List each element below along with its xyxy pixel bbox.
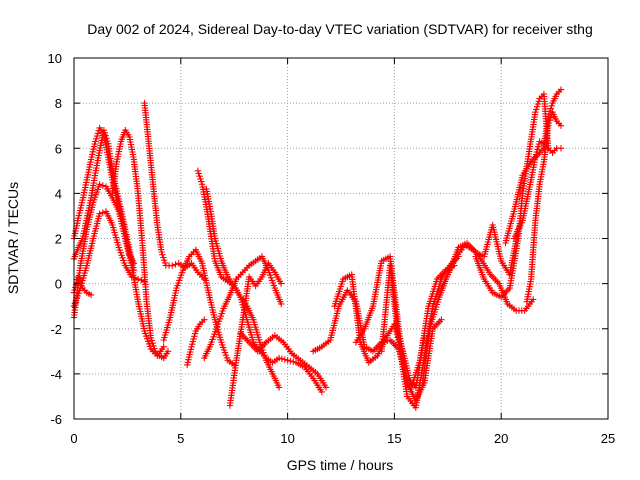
series-track-07 [141,99,208,283]
series-markers [160,246,238,369]
series-track-21 [472,90,552,301]
x-tick-label: 10 [280,431,294,446]
series-group [70,86,565,411]
series-track-09 [184,316,208,369]
series-markers [510,138,565,242]
series-markers [237,330,330,391]
series-track-14 [237,330,330,391]
series-track-23 [510,138,565,242]
series-track-05 [70,273,95,299]
series-track-22 [502,86,565,247]
series-track-20 [438,221,522,292]
chart-title: Day 002 of 2024, Sidereal Day-to-day VTE… [87,21,593,37]
x-tick-label: 15 [387,431,401,446]
x-axis-label: GPS time / hours [287,457,394,473]
grid [74,58,608,419]
axis-ticks: 0 5 10 15 20 25 -6 -4 -2 0 2 4 6 8 10 [48,51,616,446]
y-tick-label: 2 [55,232,62,247]
series-markers [523,109,565,305]
y-axis-label: SDTVAR / TECUs [5,182,21,294]
y-tick-label: 6 [55,141,62,156]
x-tick-label: 25 [601,431,615,446]
series-track-24 [523,109,565,305]
series-markers [472,90,552,301]
x-tick-label: 5 [177,431,184,446]
x-tick-label: 20 [494,431,508,446]
series-markers [203,185,325,396]
x-tick-label: 0 [70,431,77,446]
y-tick-label: 10 [48,51,62,66]
y-tick-label: 0 [55,277,62,292]
y-tick-label: -4 [50,367,62,382]
y-tick-label: -6 [50,412,62,427]
series-markers [109,127,172,362]
series-markers [184,316,208,369]
y-tick-label: 8 [55,96,62,111]
y-tick-label: -2 [50,322,62,337]
y-tick-label: 4 [55,186,62,201]
series-track-11 [203,185,325,396]
series-markers [141,99,208,283]
series-markers [226,260,285,409]
series-track-08 [160,246,238,369]
series-track-13 [226,260,285,409]
series-track-06 [109,127,172,362]
